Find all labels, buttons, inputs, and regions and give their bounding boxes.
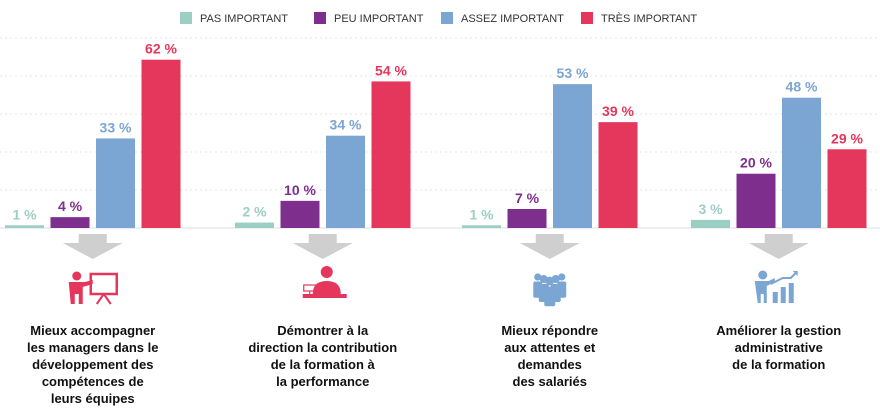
- data-label: 54 %: [375, 62, 407, 78]
- caption-line: les managers dans le: [26, 340, 159, 355]
- caption-line: aux attentes et: [504, 340, 596, 355]
- group-of-people-icon: [533, 273, 567, 307]
- bar: [326, 135, 365, 228]
- caption-line: Améliorer la gestion: [716, 323, 842, 338]
- legend-swatch: [581, 12, 593, 24]
- caption-line: Mieux répondre: [501, 323, 599, 338]
- bar: [50, 217, 90, 228]
- caption-line: demandes: [517, 357, 582, 372]
- data-label: 34 %: [330, 117, 362, 133]
- bar: [280, 200, 320, 228]
- data-label: 48 %: [786, 79, 818, 95]
- down-arrow: [62, 234, 123, 259]
- caption-line: la performance: [276, 374, 370, 389]
- caption-line: compétences de: [41, 374, 144, 389]
- bar: [736, 173, 776, 228]
- caption-line: administrative: [734, 340, 823, 355]
- category-caption: Démontrer à la direction la contribution d…: [228, 322, 418, 390]
- data-label: 53 %: [557, 65, 589, 81]
- caption-line: leurs équipes: [50, 391, 135, 406]
- bar: [827, 149, 867, 228]
- data-label: 1 %: [469, 206, 494, 222]
- legend-label: TRÈS IMPORTANT: [601, 12, 697, 25]
- caption-line: Mieux accompagner: [30, 323, 156, 338]
- bar: [96, 138, 135, 228]
- down-arrow: [748, 234, 809, 259]
- caption-line: développement des: [32, 357, 154, 372]
- data-label: 62 %: [145, 41, 177, 57]
- category-caption: Améliorer la gestion administrative de la …: [684, 322, 874, 373]
- category-caption: Mieux accompagner les managers dans le dév…: [0, 322, 188, 407]
- data-label: 7 %: [515, 190, 540, 206]
- bar: [141, 59, 181, 228]
- legend: PAS IMPORTANT PEU IMPORTANT ASSEZ IMPORTAN…: [180, 12, 697, 25]
- legend-swatch: [180, 12, 192, 24]
- data-label: 20 %: [740, 155, 772, 171]
- legend-label: ASSEZ IMPORTANT: [461, 13, 564, 25]
- caption-line: Démontrer à la: [277, 323, 369, 338]
- bar: [462, 225, 501, 228]
- caption-line: de la formation à: [270, 357, 375, 372]
- bars: 1 % 4 % 33 % 62 % 2 % 10 % 34 % 54 % 1 % 7 % 53 % 3…: [5, 41, 867, 229]
- down-arrows: [62, 234, 809, 259]
- legend-label: PAS IMPORTANT: [200, 13, 288, 25]
- legend-swatch: [314, 12, 326, 24]
- data-label: 10 %: [284, 182, 316, 198]
- category-caption: Mieux répondre aux attentes et demandes des…: [455, 322, 645, 390]
- data-label: 33 %: [100, 119, 132, 135]
- caption-line: direction la contribution: [248, 340, 398, 355]
- bar: [782, 97, 821, 228]
- bar: [5, 225, 44, 228]
- bar: [507, 209, 547, 228]
- bar: [598, 122, 638, 228]
- down-arrow: [292, 234, 353, 259]
- presenter-board-icon: [68, 271, 118, 305]
- data-label: 39 %: [602, 103, 634, 119]
- bar: [553, 84, 592, 229]
- data-label: 3 %: [698, 201, 723, 217]
- data-label: 29 %: [831, 130, 863, 146]
- bar: [691, 219, 730, 228]
- down-arrow: [519, 234, 580, 259]
- legend-swatch: [441, 12, 453, 24]
- bar: [371, 81, 411, 228]
- presenter-growth-chart-icon: [754, 270, 798, 303]
- person-at-desk-icon: [302, 266, 347, 298]
- data-label: 1 %: [12, 206, 37, 222]
- data-label: 2 %: [242, 204, 267, 220]
- bar: [235, 222, 274, 228]
- caption-line: de la formation: [732, 357, 826, 372]
- category-icons: [68, 266, 798, 307]
- data-label: 4 %: [58, 198, 83, 214]
- caption-line: des salariés: [512, 374, 587, 389]
- legend-label: PEU IMPORTANT: [334, 13, 424, 25]
